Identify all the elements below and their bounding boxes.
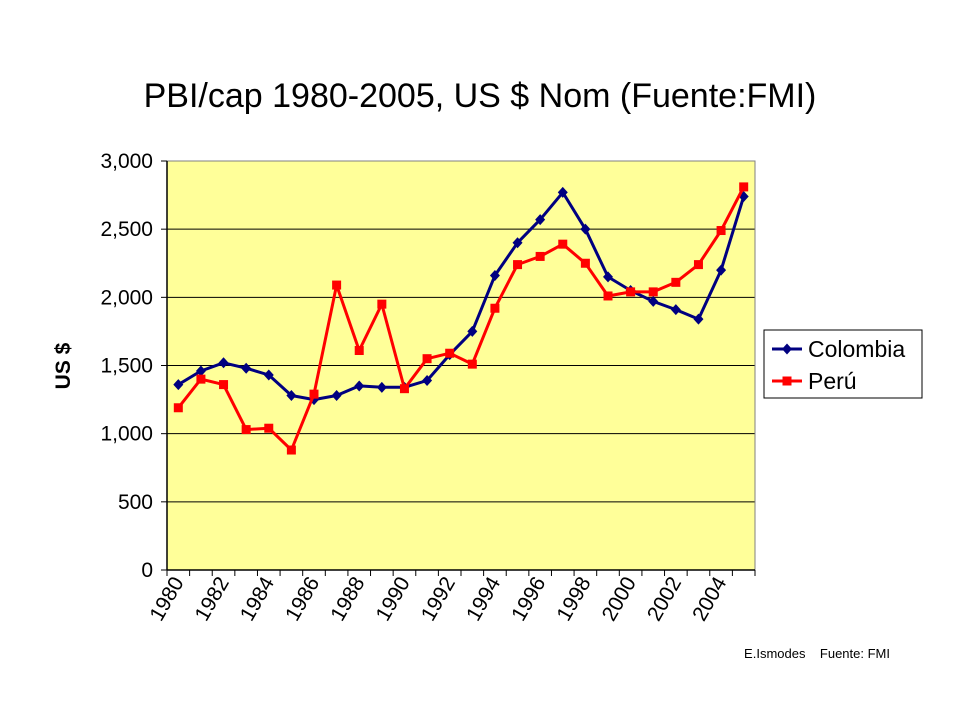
- data-point: [445, 348, 455, 358]
- series-line-colombia: [177, 190, 746, 402]
- legend-label: Perú: [808, 368, 857, 394]
- data-point: [716, 264, 727, 276]
- x-tick-labels: 1980 1982 1984 1986 1988 1990 1992 1994 1996 1998…: [145, 570, 756, 625]
- data-point: [467, 325, 478, 337]
- y-tick-label: 0: [141, 559, 153, 582]
- data-point: [558, 239, 568, 249]
- data-point: [376, 381, 387, 393]
- data-point: [467, 359, 477, 369]
- data-point: [648, 295, 659, 307]
- legend-marker: [782, 343, 792, 355]
- y-tick-label: 2,000: [100, 286, 153, 309]
- legend-box: [763, 329, 923, 399]
- x-tick-label: 1996: [507, 573, 550, 625]
- series-layer: [173, 182, 749, 455]
- y-tick-label: 500: [118, 491, 153, 514]
- data-point: [580, 223, 591, 235]
- legend-marker: [782, 376, 792, 386]
- legend: Colombia Perú: [763, 329, 923, 399]
- data-point: [332, 280, 342, 290]
- y-tick-label: 2,500: [100, 218, 153, 241]
- data-point: [693, 313, 704, 325]
- data-point: [173, 379, 184, 391]
- data-point: [286, 389, 297, 401]
- data-point: [489, 270, 500, 282]
- legend-label: Colombia: [808, 336, 905, 362]
- x-tick-label: 2002: [643, 573, 686, 625]
- data-point: [354, 380, 365, 392]
- data-point: [739, 182, 749, 192]
- data-point: [580, 258, 590, 268]
- y-tick-label: 1,000: [100, 423, 153, 446]
- data-point: [377, 299, 387, 309]
- data-point: [422, 374, 433, 386]
- data-point: [195, 365, 206, 377]
- data-point: [648, 287, 658, 297]
- data-point: [671, 277, 681, 287]
- data-point: [513, 260, 523, 270]
- y-axis-label: US $: [52, 342, 75, 389]
- x-tick-label: 1998: [552, 573, 595, 625]
- data-point: [535, 251, 545, 261]
- data-point: [264, 423, 274, 433]
- data-point: [173, 403, 183, 413]
- x-tick-label: 1990: [372, 573, 415, 625]
- x-tick-label: 1988: [326, 573, 369, 625]
- data-point: [490, 303, 500, 313]
- data-point: [512, 237, 523, 249]
- y-tick-label: 1,500: [100, 355, 153, 378]
- source-credit: E.Ismodes Fuente: FMI: [744, 646, 890, 661]
- data-point: [603, 271, 613, 283]
- x-tick-label: 1994: [462, 573, 505, 625]
- x-tick-label: 2004: [688, 573, 731, 625]
- x-tick-label: 1992: [417, 573, 460, 625]
- x-tick-label: 1984: [236, 573, 279, 625]
- data-point: [241, 362, 252, 374]
- data-point: [263, 369, 274, 381]
- data-point: [309, 389, 319, 399]
- x-tick-label: 1982: [191, 573, 234, 625]
- data-point: [354, 346, 364, 356]
- data-point: [626, 287, 636, 297]
- data-point: [535, 214, 546, 226]
- data-point: [241, 425, 251, 435]
- data-point: [422, 354, 432, 364]
- data-point: [219, 380, 229, 390]
- data-point: [693, 260, 703, 270]
- data-point: [196, 374, 206, 384]
- x-tick-label: 2000: [598, 573, 641, 625]
- data-point: [670, 304, 681, 316]
- data-point: [286, 445, 296, 455]
- data-point: [716, 226, 726, 236]
- data-point: [557, 186, 568, 198]
- data-point: [603, 291, 613, 301]
- x-tick-label: 1986: [281, 573, 324, 625]
- data-point: [399, 384, 409, 394]
- y-tick-labels: 0 500 1,000 1,500 2,000 2,500 3,000: [100, 150, 167, 582]
- y-tick-label: 3,000: [100, 150, 153, 173]
- data-point: [218, 357, 229, 369]
- data-point: [331, 389, 342, 401]
- chart-title: PBI/cap 1980-2005, US $ Nom (Fuente:FMI): [144, 77, 817, 115]
